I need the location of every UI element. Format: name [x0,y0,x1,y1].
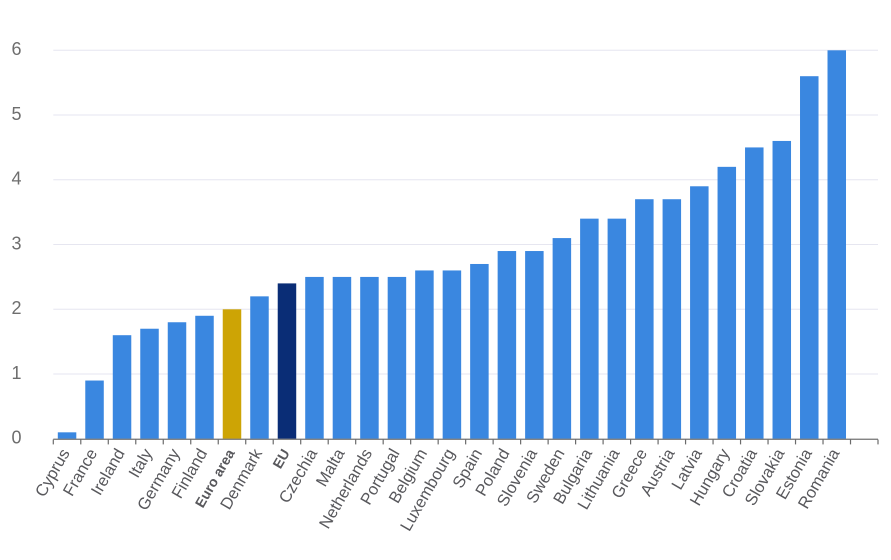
svg-text:5: 5 [11,104,21,124]
svg-text:2: 2 [11,298,21,318]
svg-text:0: 0 [11,428,21,448]
svg-text:6: 6 [11,39,21,59]
svg-text:3: 3 [11,233,21,253]
svg-text:1: 1 [11,363,21,383]
svg-text:4: 4 [11,169,21,189]
